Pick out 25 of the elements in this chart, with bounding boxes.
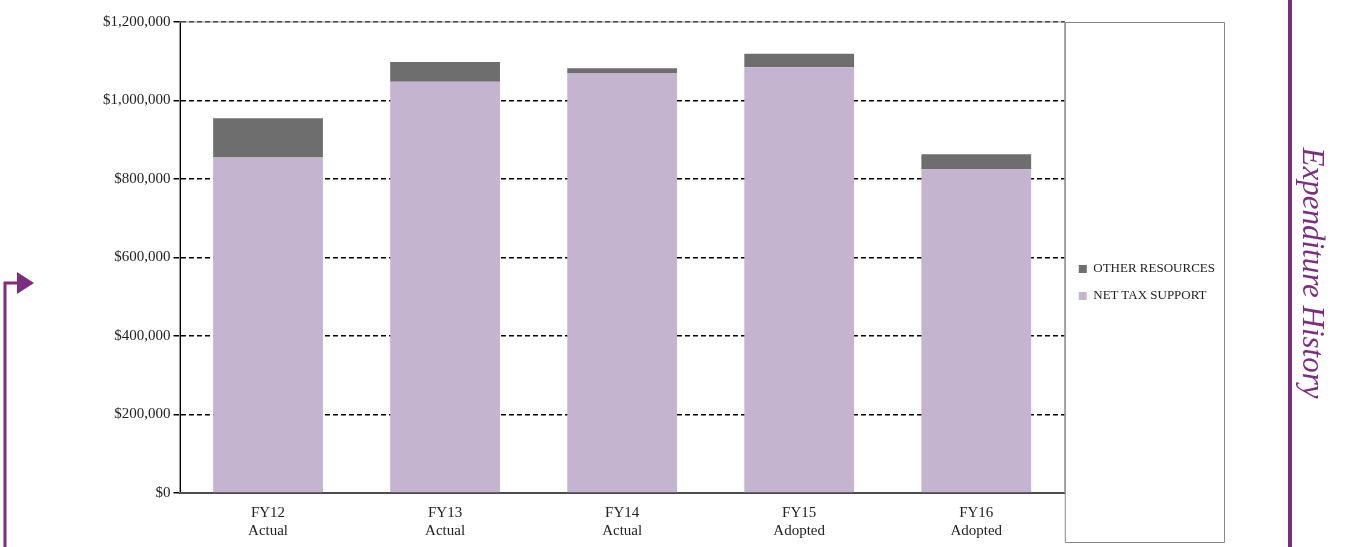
y-tick-label: $600,000 (114, 248, 171, 265)
x-tick-label: FY16 Adopted (950, 503, 1003, 538)
x-tick-label: FY14 Actual (602, 503, 643, 538)
bar (390, 81, 500, 493)
y-tick-label: $200,000 (114, 405, 171, 422)
bar (213, 118, 323, 158)
x-tick-label: FY12 Actual (248, 503, 289, 538)
bar (213, 157, 323, 493)
x-tick-label: FY15 Adopted (773, 503, 826, 538)
y-tick-label: $1,000,000 (103, 91, 171, 108)
legend-label: OTHER RESOURCES (1093, 260, 1216, 276)
bar (390, 62, 500, 82)
bar (744, 67, 855, 493)
bar (921, 154, 1032, 170)
y-tick-label: $0 (155, 483, 171, 500)
y-tick-label: $800,000 (114, 169, 171, 186)
bar (567, 73, 678, 493)
bar (744, 53, 855, 68)
bar (567, 68, 678, 74)
y-tick-label: $1,200,000 (103, 12, 171, 29)
y-tick-label: $400,000 (114, 326, 171, 343)
x-tick-label: FY13 Actual (425, 503, 466, 538)
text: Expenditure History (1295, 147, 1331, 399)
legend-label: NET TAX SUPPORT (1093, 287, 1207, 303)
bar (921, 169, 1032, 493)
